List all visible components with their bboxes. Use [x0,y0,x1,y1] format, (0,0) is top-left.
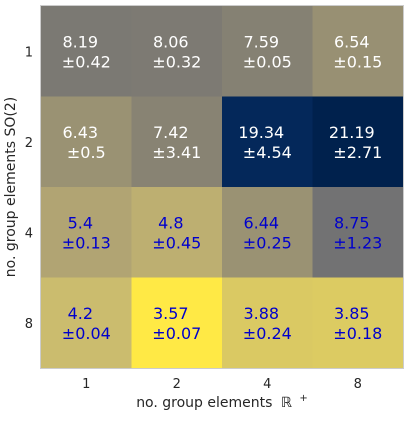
cell-error-label: ±0.18 [333,324,382,343]
cell-value-label: 7.59 [243,32,279,51]
cell-value-label: 8.06 [153,32,189,51]
cell-error-label: ±1.23 [333,233,382,252]
heatmap-cell [222,187,314,279]
x-axis-label-prefix: no. group elements [136,395,272,411]
x-axis-label-symbol: ℝ [281,395,293,411]
cell-error-label: ±0.05 [243,52,292,71]
cell-value-label: 3.85 [334,304,370,323]
heatmap-cell [131,277,223,369]
heatmap-cell [312,96,404,188]
cell-error-label: ±0.25 [243,233,292,252]
heatmap-cell [312,277,404,369]
heatmap-cell [312,6,404,98]
cell-value-label: 8.75 [334,213,370,232]
plot-frame [40,5,404,369]
x-tick-label: 2 [173,377,181,392]
cell-value-label: 5.4 [68,213,93,232]
heatmap-cell [222,6,314,98]
cell-value-label: 19.34 [238,123,284,142]
y-tick-labels: 1 2 4 8 [25,45,33,332]
heatmap-cell [222,277,314,369]
cell-value-label: 3.57 [153,304,189,323]
heatmap-cell [131,187,223,279]
y-tick-label: 8 [25,317,33,332]
cell-value-label: 3.88 [243,304,279,323]
cell-value-label: 6.54 [334,32,370,51]
heatmap-cell [131,96,223,188]
cell-error-label: ±0.13 [62,233,111,252]
cell-value-label: 21.19 [329,123,375,142]
x-tick-label: 4 [263,377,271,392]
heatmap-cell [41,96,133,188]
cell-value-label: 6.43 [62,123,98,142]
cell-error-label: ±0.07 [152,324,201,343]
cell-error-label: ±0.24 [243,324,292,343]
heatmap-cell [312,187,404,279]
y-tick-label: 4 [25,226,33,241]
cell-error-label: ±3.41 [152,143,201,162]
heatmap-cells: 8.19±0.42 8.06±0.32 7.59±0.05 6.54±0.15 6.43… [41,6,404,369]
cell-error-label: ±0.45 [152,233,201,252]
x-tick-label: 8 [354,377,362,392]
cell-value-label: 6.44 [243,213,279,232]
y-axis-label: no. group elements SO(2) [3,97,19,277]
cell-error-label: ±4.54 [243,143,292,162]
heatmap-cell [41,187,133,279]
heatmap-cell [131,6,223,98]
x-tick-labels: 1 2 4 8 [82,377,362,392]
cell-error-label: ±0.5 [67,143,106,162]
heatmap-cell [41,6,133,98]
heatmap-cell [222,96,314,188]
y-tick-label: 1 [25,45,33,60]
cell-error-label: ±0.42 [62,52,111,71]
cell-value-label: 4.8 [158,213,183,232]
x-tick-label: 1 [82,377,90,392]
cell-error-label: ±2.71 [333,143,382,162]
cell-value-label: 7.42 [153,123,189,142]
heatmap-cell [41,277,133,369]
y-tick-label: 2 [25,136,33,151]
x-axis-label: no. group elements ℝ + [136,393,308,411]
x-axis-label-superscript: + [299,393,307,404]
cell-error-label: ±0.04 [62,324,111,343]
cell-value-label: 4.2 [68,304,93,323]
cell-value-label: 8.19 [62,32,98,51]
cell-error-label: ±0.32 [152,52,201,71]
cell-error-label: ±0.15 [333,52,382,71]
